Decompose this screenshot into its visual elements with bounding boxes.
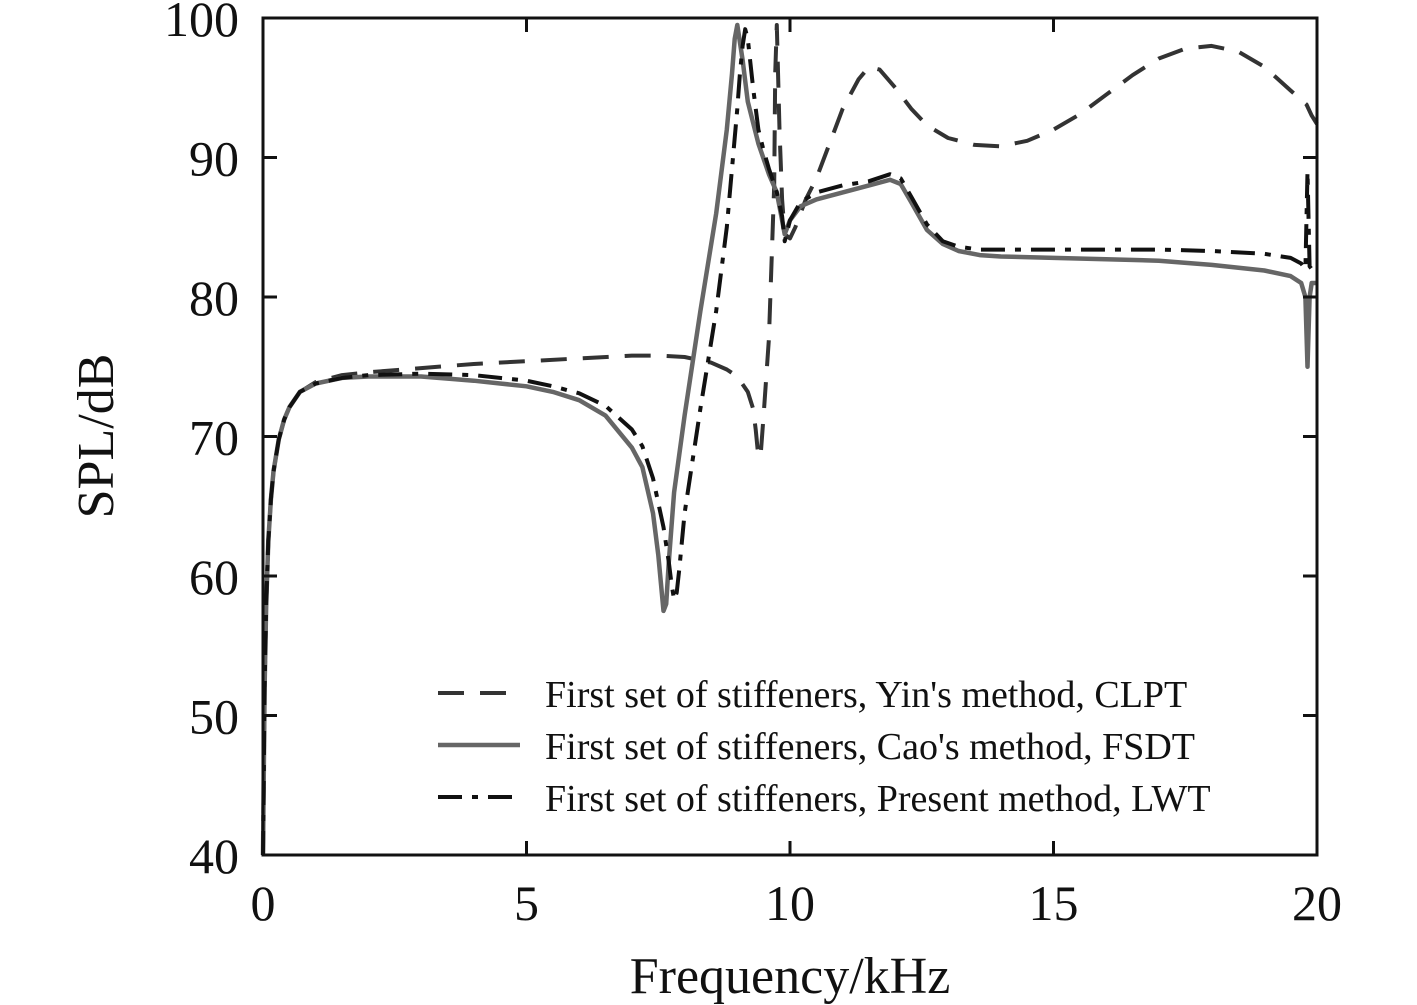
x-tick-label: 10 bbox=[765, 875, 815, 931]
x-tick-label: 5 bbox=[514, 875, 539, 931]
legend-label-present: First set of stiffeners, Present method,… bbox=[545, 778, 1211, 820]
y-tick-label: 70 bbox=[189, 410, 239, 466]
y-tick-label: 50 bbox=[189, 689, 239, 745]
series-line-0 bbox=[261, 23, 1319, 856]
axis-ticks bbox=[261, 16, 1319, 857]
y-tick-label: 100 bbox=[164, 0, 239, 47]
legend-label-cao: First set of stiffeners, Cao's method, F… bbox=[545, 726, 1195, 768]
plot-lines bbox=[260, 22, 1319, 856]
y-tick-label: 80 bbox=[189, 270, 239, 326]
y-tick-label: 40 bbox=[189, 828, 239, 884]
y-tick-label: 90 bbox=[189, 131, 239, 187]
x-tick-label: 0 bbox=[251, 875, 276, 931]
x-axis-title: Frequency/kHz bbox=[630, 948, 951, 1005]
series-line-2 bbox=[261, 27, 1317, 856]
x-tick-label: 20 bbox=[1292, 875, 1342, 931]
axis-tick-labels: 0 5 10 15 20 40 50 60 70 80 90 100 bbox=[164, 0, 1342, 931]
y-axis-title: SPL/dB bbox=[68, 354, 125, 519]
y-tick-label: 60 bbox=[189, 549, 239, 605]
legend-label-yin: First set of stiffeners, Yin's method, C… bbox=[545, 674, 1187, 716]
x-tick-label: 15 bbox=[1029, 875, 1079, 931]
legend: First set of stiffeners, Yin's method, C… bbox=[438, 674, 1211, 820]
